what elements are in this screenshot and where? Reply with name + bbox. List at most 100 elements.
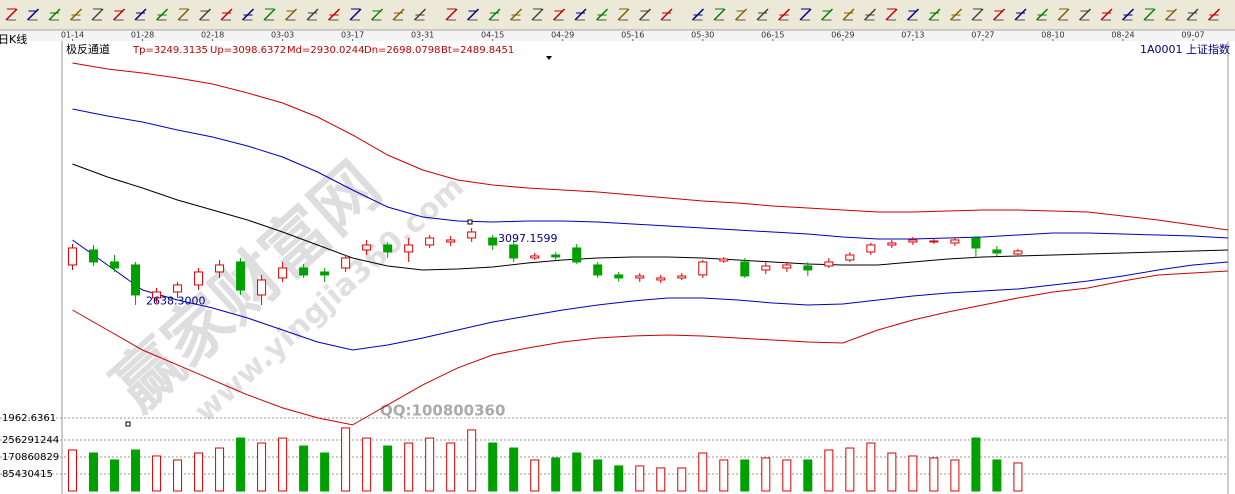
tool-icon[interactable] (884, 7, 899, 22)
high-marker (467, 219, 473, 225)
tool-icon[interactable] (1185, 7, 1200, 22)
tool-icon[interactable] (1013, 7, 1028, 22)
tool-icon[interactable] (530, 7, 545, 22)
tool-icon[interactable] (1121, 7, 1136, 22)
tool-icon[interactable] (305, 7, 320, 22)
icon-stroke (263, 8, 276, 21)
icon-stroke (1057, 8, 1070, 21)
volume-bar (929, 457, 939, 492)
tool-icon[interactable] (949, 7, 964, 22)
tool-icon[interactable] (970, 7, 985, 22)
icon-stroke (885, 8, 898, 21)
tool-icon[interactable] (1035, 7, 1050, 22)
tool-icon[interactable] (573, 7, 588, 22)
volume-bar (467, 429, 477, 492)
tool-icon[interactable] (219, 7, 234, 22)
volume-bar (362, 437, 372, 492)
tool-icon[interactable] (69, 7, 84, 22)
icon-stroke (306, 8, 319, 21)
tool-icon[interactable] (777, 7, 792, 22)
tool-icon[interactable] (487, 7, 502, 22)
icon-stroke (660, 8, 673, 21)
tool-icon[interactable] (691, 7, 706, 22)
tool-icon[interactable] (198, 7, 213, 22)
tool-icon[interactable] (1078, 7, 1093, 22)
tool-icon[interactable] (755, 7, 770, 22)
volume-bar (425, 437, 435, 492)
tool-icon[interactable] (176, 7, 191, 22)
volume-bar (866, 442, 876, 492)
tool-icon[interactable] (552, 7, 567, 22)
tool-icon[interactable] (659, 7, 674, 22)
x-tick-label: 08-24 (1111, 31, 1134, 40)
volume-bar (152, 455, 162, 492)
candle-body (509, 244, 519, 259)
candle-body (467, 231, 477, 239)
dropdown-arrow[interactable] (546, 56, 552, 60)
icon-stroke (971, 8, 984, 21)
tool-icon[interactable] (638, 7, 653, 22)
tool-icon[interactable] (133, 7, 148, 22)
tool-icon[interactable] (284, 7, 299, 22)
tool-icon[interactable] (391, 7, 406, 22)
candle-body (446, 239, 456, 243)
x-tick-label: 01-14 (61, 31, 84, 40)
x-tick-label: 01-28 (131, 31, 154, 40)
x-tick-label: 03-03 (271, 31, 294, 40)
y-tick-label: 256291244 (2, 435, 59, 446)
volume-bar (887, 452, 897, 492)
tool-icon[interactable] (509, 7, 524, 22)
x-tick-label: 09-07 (1181, 31, 1204, 40)
tool-icon[interactable] (327, 7, 342, 22)
tool-icon[interactable] (1099, 7, 1114, 22)
tool-icon[interactable] (466, 7, 481, 22)
tool-icon[interactable] (4, 7, 19, 22)
volume-bar (383, 445, 393, 492)
volume-bar (971, 437, 981, 492)
tool-icon[interactable] (1207, 7, 1222, 22)
tool-icon[interactable] (262, 7, 277, 22)
tool-icon[interactable] (112, 7, 127, 22)
tool-icon[interactable] (47, 7, 62, 22)
icon-stroke (134, 8, 147, 21)
tool-icon[interactable] (820, 7, 835, 22)
volume-bar (950, 459, 960, 492)
tool-icon[interactable] (712, 7, 727, 22)
candle-body (89, 249, 99, 263)
tool-icon[interactable] (863, 7, 878, 22)
icon-stroke (177, 8, 190, 21)
icon-stroke (574, 8, 587, 21)
indicator-value: Dn=2698.0798 (364, 45, 441, 56)
tool-icon[interactable] (155, 7, 170, 22)
candle-body (152, 291, 162, 299)
icon-stroke (1014, 8, 1027, 21)
candle-body (887, 242, 897, 246)
tool-icon[interactable] (444, 7, 459, 22)
tool-icon[interactable] (1164, 7, 1179, 22)
tool-icon[interactable] (90, 7, 105, 22)
annotation: 3097.1599 (498, 232, 558, 245)
x-tick-label: 05-16 (621, 31, 644, 40)
tool-icon[interactable] (992, 7, 1007, 22)
tool-icon[interactable] (1142, 7, 1157, 22)
tool-icon[interactable] (616, 7, 631, 22)
tool-icon[interactable] (798, 7, 813, 22)
tool-icon[interactable] (734, 7, 749, 22)
icon-stroke (488, 8, 501, 21)
band-line (72, 62, 1229, 231)
tool-icon[interactable] (1056, 7, 1071, 22)
tool-icon[interactable] (241, 7, 256, 22)
tool-icon[interactable] (906, 7, 921, 22)
indicator-value: Bt=2489.8451 (441, 45, 514, 56)
band-line (72, 239, 1229, 351)
tool-icon[interactable] (370, 7, 385, 22)
tool-icon[interactable] (413, 7, 428, 22)
candle-body (320, 271, 330, 276)
candle-body (404, 244, 414, 253)
tool-icon[interactable] (927, 7, 942, 22)
tool-icon[interactable] (348, 7, 363, 22)
tool-icon[interactable] (841, 7, 856, 22)
tool-icon[interactable] (26, 7, 41, 22)
volume-bar (719, 459, 729, 492)
tool-icon[interactable] (595, 7, 610, 22)
